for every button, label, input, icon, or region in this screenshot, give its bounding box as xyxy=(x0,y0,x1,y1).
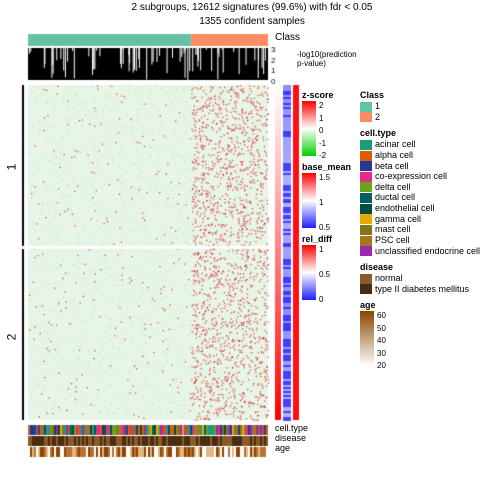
legend-zscore: z-score 210-1-2 xyxy=(302,90,347,156)
bottom-label-age: age xyxy=(275,443,290,453)
bottom-label-celltype: cell.type xyxy=(275,423,308,433)
legend-class: Class 12 xyxy=(360,90,504,122)
legend-celltype: cell.type acinar cellalpha cellbeta cell… xyxy=(360,128,504,256)
legend-age: age 6050403020 xyxy=(360,300,504,366)
row-group-1: 1 xyxy=(4,164,18,171)
bottom-label-disease: disease xyxy=(275,433,306,443)
legend-disease: disease normaltype II diabetes mellitus xyxy=(360,262,504,294)
legend-reldiff: rel_diff 10.50 xyxy=(302,234,347,300)
row-group-2: 2 xyxy=(4,334,18,341)
legend-basemean: base_mean 1.510.5 xyxy=(302,162,347,228)
